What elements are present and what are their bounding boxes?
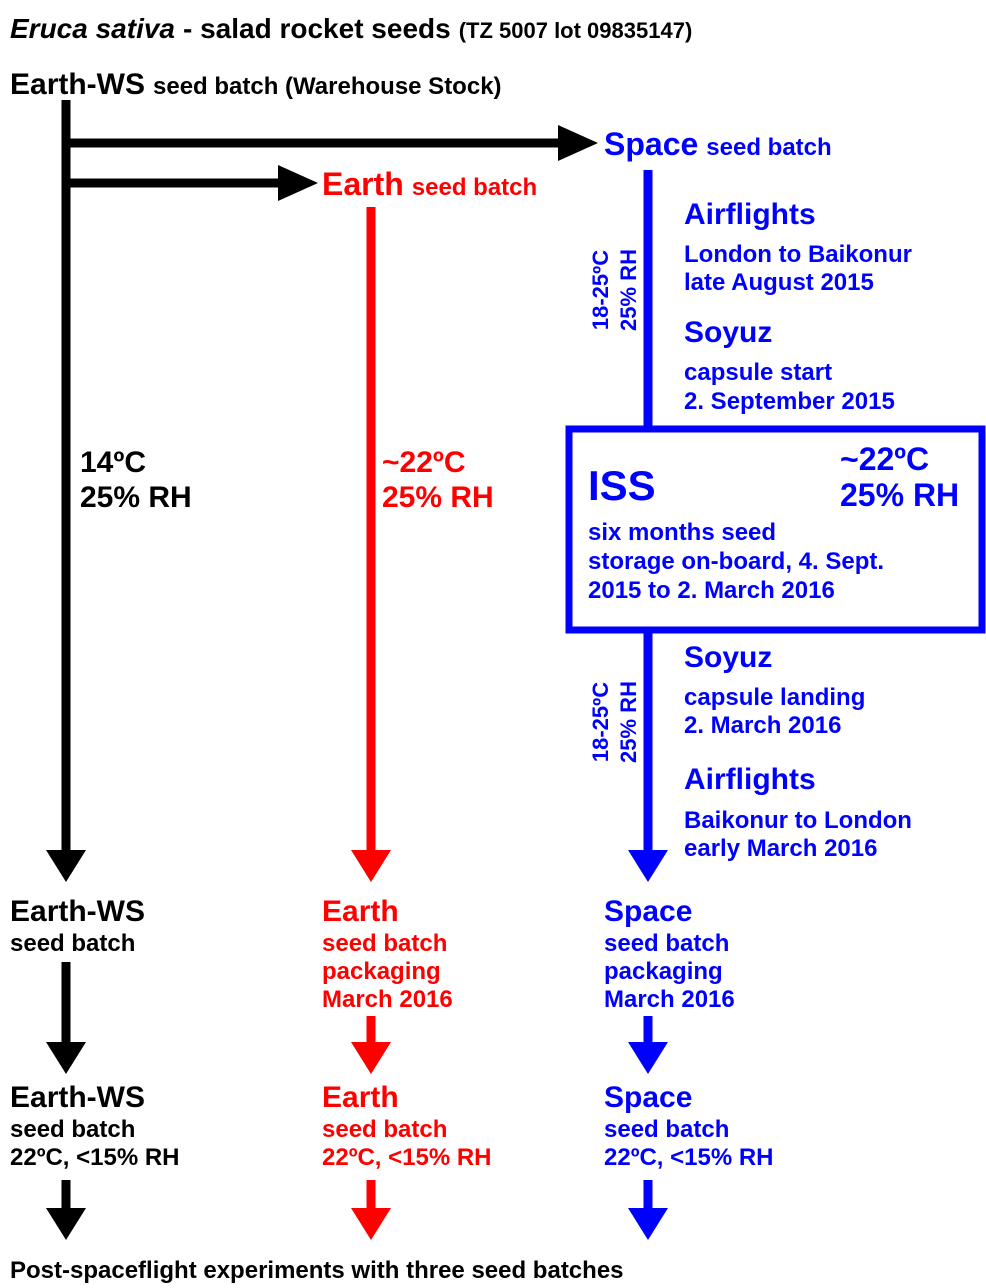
step-line: 22ºC, <15% RH xyxy=(604,1144,774,1171)
space-detail: seed batch xyxy=(706,134,831,161)
space-name: Space xyxy=(604,126,698,162)
arrows xyxy=(46,100,986,1240)
step-title: Space xyxy=(604,1081,692,1114)
condition: ~22ºC xyxy=(382,446,466,479)
step-line: 22ºC, <15% RH xyxy=(10,1144,180,1171)
step-line: capsule landing xyxy=(684,684,865,711)
step-line: March 2016 xyxy=(604,986,735,1013)
species: Eruca sativa xyxy=(10,13,175,44)
title-text: - salad rocket seeds xyxy=(183,13,451,44)
iss-box xyxy=(565,425,986,634)
step-line: seed batch xyxy=(604,1116,729,1143)
iss-line: 2015 to 2. March 2016 xyxy=(588,577,835,604)
step-title: Earth-WS xyxy=(10,895,145,928)
condition: 14ºC xyxy=(80,446,146,479)
step-line: seed batch xyxy=(10,930,135,957)
step-line: packaging xyxy=(322,958,441,985)
arrowhead xyxy=(46,1042,86,1074)
transport-condition: 18-25ºC xyxy=(588,250,613,330)
step-line: capsule start xyxy=(684,359,832,386)
source: Earth-WS seed batch (Warehouse Stock) xyxy=(10,68,502,101)
arrowhead xyxy=(278,165,318,201)
step-line: 2. September 2015 xyxy=(684,388,895,415)
earth-detail: seed batch xyxy=(412,174,537,201)
arrowhead xyxy=(628,1208,668,1240)
step-title: Soyuz xyxy=(684,316,772,349)
step-title: Space xyxy=(604,895,692,928)
step-line: late August 2015 xyxy=(684,269,874,296)
step-line: March 2016 xyxy=(322,986,453,1013)
source-name: Earth-WS xyxy=(10,68,145,101)
arrowhead xyxy=(46,850,86,882)
source-detail: seed batch (Warehouse Stock) xyxy=(153,73,502,100)
arrowhead xyxy=(351,1208,391,1240)
step-line: Baikonur to London xyxy=(684,807,912,834)
condition: 25% RH xyxy=(80,481,192,514)
step-title: Airflights xyxy=(684,763,816,796)
step-line: 2. March 2016 xyxy=(684,712,841,739)
step-title: Soyuz xyxy=(684,641,772,674)
transport-condition: 18-25ºC xyxy=(588,682,613,762)
arrowhead xyxy=(46,1208,86,1240)
step-title: Earth xyxy=(322,895,399,928)
footer: Post-spaceflight experiments with three … xyxy=(10,1257,624,1284)
step-line: packaging xyxy=(604,958,723,985)
iss-title: ISS xyxy=(588,462,656,509)
iss-condition: ~22ºC xyxy=(840,441,929,477)
step-line: 22ºC, <15% RH xyxy=(322,1144,492,1171)
step-line: seed batch xyxy=(604,930,729,957)
step-title: Earth xyxy=(322,1081,399,1114)
arrowhead xyxy=(628,850,668,882)
condition: 25% RH xyxy=(382,481,494,514)
arrowhead xyxy=(628,1042,668,1074)
iss-condition: 25% RH xyxy=(840,477,959,513)
earth-batch: Earth seed batch xyxy=(322,166,537,202)
step-title: Earth-WS xyxy=(10,1081,145,1114)
iss-line: six months seed xyxy=(588,519,776,546)
step-line: seed batch xyxy=(322,1116,447,1143)
arrowhead xyxy=(351,1042,391,1074)
step-line: early March 2016 xyxy=(684,835,877,862)
lot: (TZ 5007 lot 09835147) xyxy=(459,18,693,43)
iss-line: storage on-board, 4. Sept. xyxy=(588,548,884,575)
title: Eruca sativa - salad rocket seeds (TZ 5007… xyxy=(10,13,692,44)
space-batch: Space seed batch xyxy=(604,126,832,162)
step-line: seed batch xyxy=(10,1116,135,1143)
step-line: seed batch xyxy=(322,930,447,957)
arrowhead xyxy=(558,125,598,161)
arrowhead xyxy=(351,850,391,882)
step-title: Airflights xyxy=(684,198,816,231)
step-line: London to Baikonur xyxy=(684,241,912,268)
earth-name: Earth xyxy=(322,166,404,202)
transport-condition: 25% RH xyxy=(616,681,641,763)
transport-condition: 25% RH xyxy=(616,249,641,331)
